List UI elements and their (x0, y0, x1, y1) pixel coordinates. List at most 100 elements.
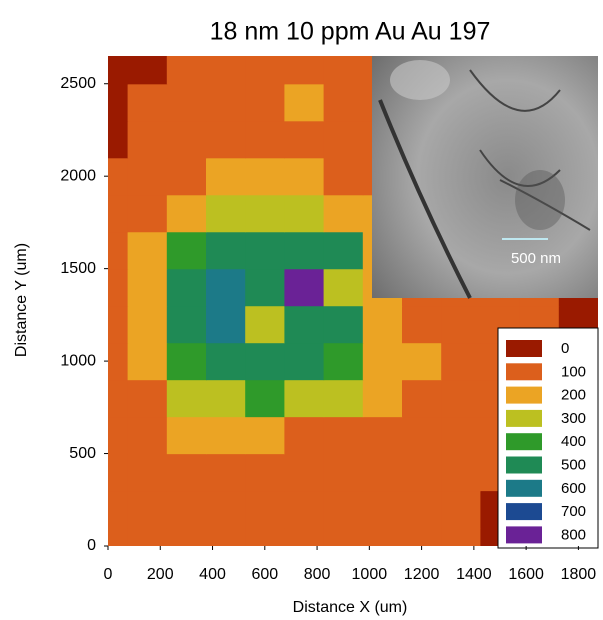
x-tick-label: 0 (104, 566, 113, 583)
contour-cell (167, 417, 207, 455)
y-axis-label: Distance Y (um) (13, 243, 30, 357)
contour-cell (441, 491, 481, 529)
contour-cell (206, 343, 246, 381)
contour-cell (324, 121, 364, 159)
contour-cell (363, 454, 403, 492)
legend-label: 0 (561, 340, 569, 357)
contour-cell (128, 491, 168, 529)
contour-cell (245, 417, 285, 455)
contour-cell (324, 417, 364, 455)
contour-cell (128, 56, 168, 84)
contour-cell (245, 158, 285, 196)
contour-cell (206, 417, 246, 455)
contour-cell (108, 528, 128, 547)
contour-cell (402, 343, 442, 381)
contour-cell (108, 195, 128, 233)
contour-cell (108, 56, 128, 84)
contour-cell (167, 269, 207, 307)
contour-cell (324, 269, 364, 307)
contour-cell (128, 84, 168, 122)
contour-cell (206, 306, 246, 344)
contour-cell (284, 417, 324, 455)
legend-label: 500 (561, 456, 586, 473)
contour-cell (128, 454, 168, 492)
contour-cell (206, 528, 246, 547)
contour-cell (108, 491, 128, 529)
contour-cell (206, 454, 246, 492)
legend-swatch (506, 457, 542, 474)
legend-swatch (506, 340, 542, 357)
contour-cell (324, 232, 364, 270)
legend-swatch (506, 387, 542, 404)
contour-cell (128, 121, 168, 159)
contour-cell (284, 491, 324, 529)
contour-cell (108, 343, 128, 381)
contour-cell (324, 528, 364, 547)
contour-cell (128, 528, 168, 547)
tem-feature (515, 170, 565, 230)
contour-cell (108, 417, 128, 455)
contour-cell (245, 195, 285, 233)
legend-swatch (506, 480, 542, 497)
contour-cell (108, 269, 128, 307)
contour-cell (402, 454, 442, 492)
legend-label: 300 (561, 410, 586, 427)
contour-cell (441, 343, 481, 381)
contour-cell (363, 306, 403, 344)
contour-cell (108, 232, 128, 270)
contour-cell (245, 491, 285, 529)
contour-cell (324, 454, 364, 492)
contour-cell (167, 84, 207, 122)
contour-cell (324, 56, 364, 84)
contour-cell (206, 121, 246, 159)
contour-cell (324, 306, 364, 344)
contour-cell (402, 417, 442, 455)
contour-cell (284, 306, 324, 344)
legend-label: 200 (561, 387, 586, 404)
contour-cell (324, 158, 364, 196)
contour-cell (128, 269, 168, 307)
contour-cell (206, 56, 246, 84)
x-tick-label: 1400 (456, 566, 492, 583)
y-tick-label: 500 (69, 445, 96, 462)
contour-cell (284, 56, 324, 84)
contour-cell (363, 343, 403, 381)
contour-cell (402, 306, 442, 344)
contour-cell (245, 56, 285, 84)
contour-cell (167, 306, 207, 344)
contour-cell (245, 269, 285, 307)
contour-cell (245, 84, 285, 122)
contour-cell (128, 232, 168, 270)
contour-cell (108, 84, 128, 122)
x-tick-label: 400 (199, 566, 226, 583)
contour-cell (167, 195, 207, 233)
contour-cell (324, 84, 364, 122)
contour-cell (128, 195, 168, 233)
contour-cell (441, 306, 481, 344)
legend-label: 700 (561, 503, 586, 520)
contour-cell (245, 454, 285, 492)
contour-cell (324, 380, 364, 418)
contour-cell (206, 269, 246, 307)
legend-label: 400 (561, 433, 586, 450)
contour-cell (206, 380, 246, 418)
contour-cell (284, 121, 324, 159)
contour-cell (108, 121, 128, 159)
legend-swatch (506, 363, 542, 380)
contour-cell (108, 158, 128, 196)
contour-cell (206, 158, 246, 196)
contour-cell (363, 417, 403, 455)
y-tick-label: 1500 (60, 260, 96, 277)
contour-cell (245, 232, 285, 270)
legend-swatch (506, 433, 542, 450)
legend-swatch (506, 410, 542, 427)
x-tick-label: 800 (304, 566, 331, 583)
contour-cell (284, 232, 324, 270)
contour-cell (284, 84, 324, 122)
legend-label: 100 (561, 363, 586, 380)
chart: 18 nm 10 ppm Au Au 197 Distance X (um) D… (0, 0, 603, 620)
tem-feature (390, 60, 450, 100)
contour-cell (402, 528, 442, 547)
contour-cell (363, 528, 403, 547)
